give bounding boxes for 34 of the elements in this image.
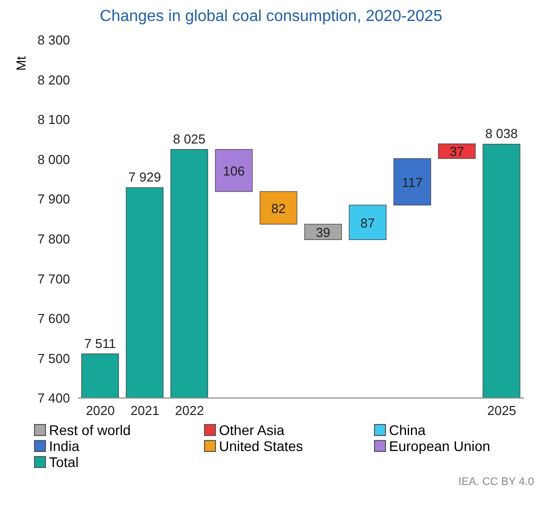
legend-label: India <box>48 438 80 454</box>
text: 7 929 <box>128 170 161 185</box>
y-tick-label: 7 800 <box>37 232 70 247</box>
text: 8 038 <box>485 126 518 142</box>
y-tick-label: 7 600 <box>37 311 70 326</box>
chart-title: Changes in global coal consumption, 2020-2025 <box>98 8 444 27</box>
y-tick-label: 8 000 <box>37 152 70 167</box>
x-tick-label: 2022 <box>175 403 204 418</box>
text: 106 <box>223 163 245 178</box>
legend-label: Rest of world <box>48 422 132 438</box>
x-tick-label: 2020 <box>86 403 115 418</box>
y-tick-label: 8 300 <box>37 32 70 48</box>
legend-label: Other Asia <box>218 422 286 438</box>
text: 117 <box>402 174 423 190</box>
text: 37 <box>450 144 464 160</box>
x-tick-label: 2025 <box>487 403 516 418</box>
text: IEA. CC BY 4.0 <box>457 476 534 488</box>
text: 8 025 <box>172 131 206 146</box>
text: 7 511 <box>84 336 116 351</box>
y-tick-label: 7 500 <box>37 350 70 366</box>
legend-label: European Union <box>388 438 492 454</box>
y-tick-label: 8 100 <box>37 112 70 128</box>
x-tick-label: 2021 <box>130 403 160 418</box>
text: 82 <box>271 200 286 216</box>
legend-label: Total <box>48 454 80 470</box>
legend-label: United States <box>218 438 304 454</box>
text: 87 <box>360 215 375 230</box>
legend-label: China <box>388 422 427 438</box>
y-tick-label: 7 700 <box>37 271 70 286</box>
text: 39 <box>316 224 330 240</box>
y-tick-label: 7 400 <box>37 390 70 406</box>
y-axis-title: Mt <box>14 56 29 71</box>
y-tick-label: 7 900 <box>37 192 70 207</box>
y-tick-label: 8 200 <box>37 72 70 88</box>
